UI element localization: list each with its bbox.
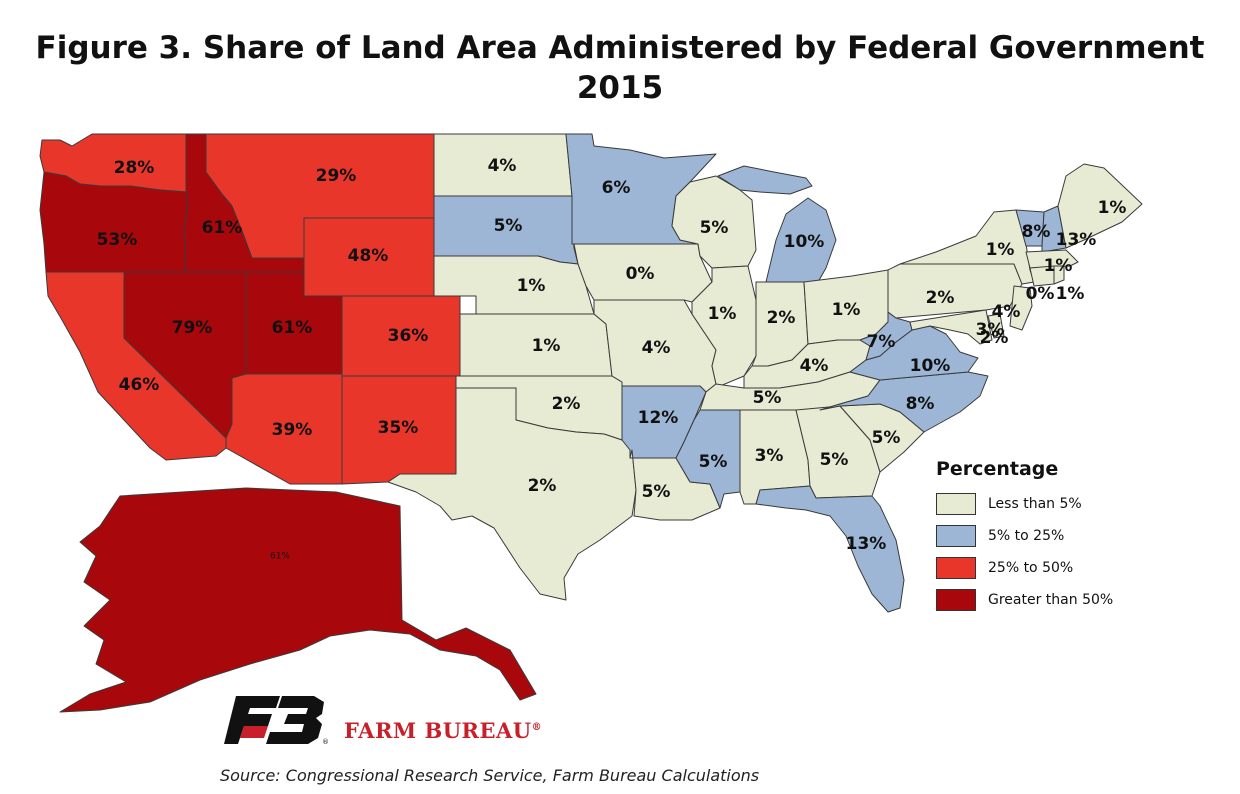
state-label-OH: 1% [832,300,861,320]
state-ME [1057,163,1143,249]
state-MA [1025,249,1079,269]
state-label-WY: 48% [348,246,389,266]
state-AZ [225,373,343,485]
legend-label: 5% to 25% [988,528,1065,544]
state-label-CO: 36% [388,326,429,346]
state-label-TN: 5% [753,388,782,408]
legend-label: Greater than 50% [988,592,1114,608]
state-NJ [1009,285,1033,331]
brand-name-text: FARM BUREAU [344,718,532,743]
legend-item-5to25: 5% to 25% [936,520,1196,552]
legend-swatch-25to50 [936,557,976,579]
state-label-MA: 1% [1044,256,1073,276]
state-NC [819,371,989,433]
state-label-VT: 8% [1022,222,1051,242]
state-label-ID: 61% [202,218,243,238]
figure-title-line1: Figure 3. Share of Land Area Administere… [35,30,1205,66]
state-label-AL: 3% [755,446,784,466]
state-label-MT: 29% [316,166,357,186]
state-label-NM: 35% [378,418,419,438]
state-label-KS: 1% [532,336,561,356]
state-label-AR: 12% [638,408,679,428]
state-FL [755,485,905,613]
state-RI [1053,265,1065,285]
legend-swatch-lt5 [936,493,976,515]
state-label-DE: 3% [976,320,1005,340]
state-label-WI: 5% [700,218,729,238]
state-label-VA: 10% [910,356,951,376]
source-note: Source: Congressional Research Service, … [220,766,760,785]
state-NE [433,255,595,315]
state-MS [675,409,741,509]
state-label-MN: 6% [602,178,631,198]
state-label-IL: 1% [708,304,737,324]
state-label-OK: 2% [552,394,581,414]
state-TX [387,387,637,601]
state-label-IA: 0% [626,264,655,284]
state-labels: 28%53%46%61%79% 61%39%29%48%36%35%4%5%1%1… [97,156,1127,562]
state-label-LA: 5% [642,482,671,502]
svg-text:®: ® [322,738,329,746]
state-label-WA: 28% [114,158,155,178]
state-label-PA: 2% [926,288,955,308]
farm-bureau-logo-icon: ® [224,696,329,746]
state-label-TX: 2% [528,476,557,496]
state-label-AK: 61% [270,552,290,562]
state-label-MO: 4% [642,338,671,358]
state-label-IN: 2% [767,308,796,328]
state-label-CA: 46% [119,375,160,395]
state-DE [987,313,1005,339]
legend-swatch-5to25 [936,525,976,547]
state-label-NE: 1% [517,276,546,296]
state-label-KY: 4% [800,356,829,376]
legend-item-gt50: Greater than 50% [936,584,1196,616]
state-label-NC: 8% [906,394,935,414]
state-label-RI: 1% [1056,284,1085,304]
state-AK [59,487,537,713]
state-MI-upper [717,165,813,195]
state-label-SD: 5% [494,216,523,236]
state-MI [765,197,837,283]
brand-reg-mark: ® [531,722,543,733]
state-label-NV: 79% [172,318,213,338]
state-label-OR: 53% [97,230,138,250]
state-label-SC: 5% [872,428,901,448]
state-label-NY: 1% [986,240,1015,260]
state-label-GA: 5% [820,450,849,470]
state-label-CT: 0% [1026,284,1055,304]
state-label-FL: 13% [846,534,887,554]
legend-swatch-gt50 [936,589,976,611]
brand-name: FARM BUREAU® [344,718,542,743]
state-label-MD: 2% [980,328,1009,348]
legend-item-25to50: 25% to 50% [936,552,1196,584]
legend: Percentage Less than 5% 5% to 25% 25% to… [936,458,1196,616]
state-MD [909,309,993,345]
state-label-MS: 5% [699,452,728,472]
state-label-ND: 4% [488,156,517,176]
state-label-WV: 7% [867,332,896,352]
legend-label: 25% to 50% [988,560,1074,576]
legend-title: Percentage [936,458,1059,480]
state-label-ME: 1% [1098,198,1127,218]
state-label-AZ: 39% [272,420,313,440]
legend-label: Less than 5% [988,496,1082,512]
legend-item-lt5: Less than 5% [936,488,1196,520]
state-label-MI: 10% [784,232,825,252]
state-label-NJ: 4% [992,302,1021,322]
figure-title: Figure 3. Share of Land Area Administere… [0,28,1240,108]
state-label-UT: 61% [272,318,313,338]
figure-title-line2: 2015 [576,70,664,106]
state-label-NH: 13% [1056,230,1097,250]
